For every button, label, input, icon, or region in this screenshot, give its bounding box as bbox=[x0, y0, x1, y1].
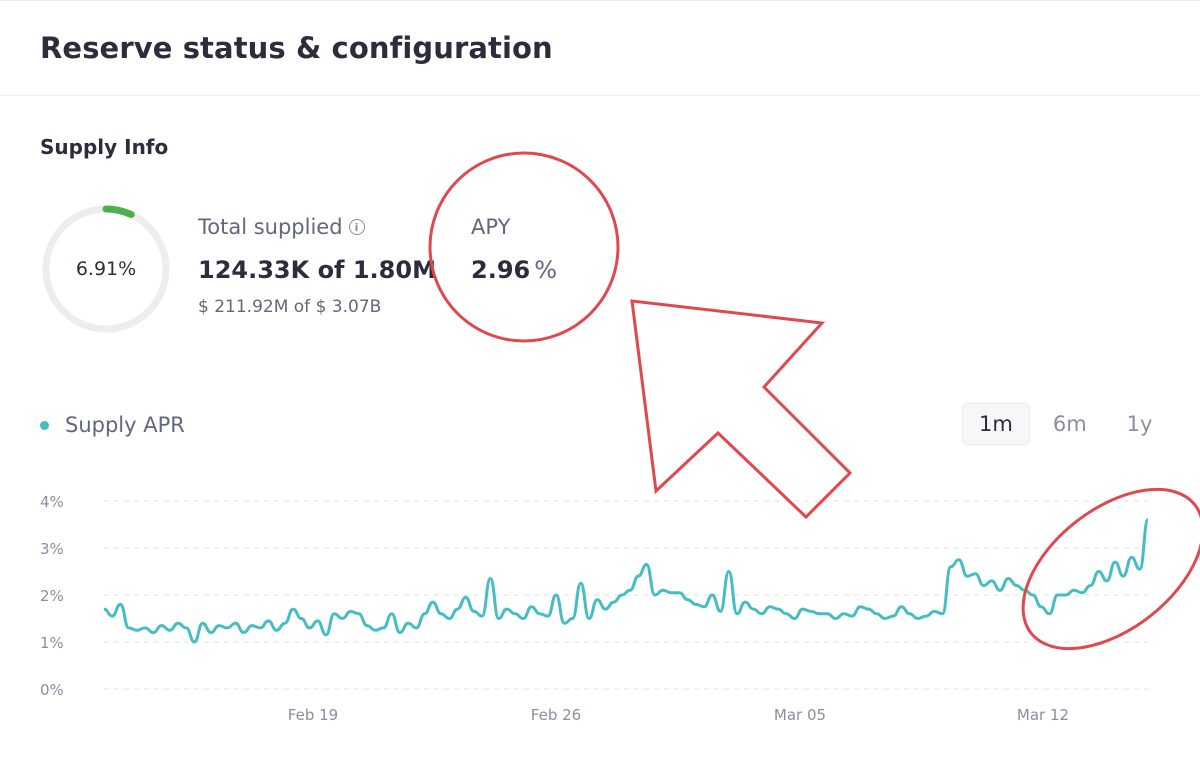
utilization-ring-fill bbox=[42, 205, 170, 333]
red-circle-annotation bbox=[428, 151, 620, 343]
info-icon[interactable]: i bbox=[348, 219, 365, 235]
legend-label: Supply APR bbox=[65, 413, 185, 437]
apy-value: 2.96 bbox=[471, 256, 531, 284]
x-tick-label: Mar 12 bbox=[1017, 706, 1069, 724]
supply-apr-series-line bbox=[103, 518, 1150, 644]
supply-info-title: Supply Info bbox=[40, 135, 169, 159]
page-title: Reserve status & configuration bbox=[40, 31, 553, 65]
chart-legend: Supply APR bbox=[40, 413, 185, 437]
utilization-percent: 6.91% bbox=[75, 258, 137, 280]
utilization-ring bbox=[42, 205, 170, 333]
range-toggle: 1m 6m 1y bbox=[962, 403, 1169, 445]
total-supplied-label: Total supplied i bbox=[198, 215, 365, 239]
x-tick-label: Feb 26 bbox=[531, 706, 581, 724]
total-supplied-usd: $ 211.92M of $ 3.07B bbox=[198, 297, 382, 317]
x-tick-label: Mar 05 bbox=[774, 706, 826, 724]
supply-apr-chart: 0% 1% 2% 3% 4% Feb 19 Feb 26 Mar 05 Mar 12 bbox=[40, 493, 1150, 724]
legend-dot bbox=[40, 420, 49, 430]
y-tick-label: 1% bbox=[40, 634, 64, 652]
range-1m-button[interactable]: 1m bbox=[962, 403, 1030, 445]
y-tick-label: 3% bbox=[40, 540, 64, 558]
y-tick-label: 0% bbox=[40, 681, 64, 699]
total-supplied-value: 124.33K of 1.80M bbox=[198, 256, 436, 284]
range-6m-button[interactable]: 6m bbox=[1052, 412, 1087, 436]
divider bbox=[0, 95, 1200, 96]
x-tick-label: Feb 19 bbox=[288, 706, 338, 724]
apy-value-row: 2.96% bbox=[471, 256, 557, 284]
y-tick-label: 2% bbox=[40, 587, 64, 605]
apy-label: APY bbox=[471, 215, 511, 239]
total-supplied-label-text: Total supplied bbox=[198, 215, 343, 239]
y-tick-label: 4% bbox=[40, 493, 64, 511]
range-1y-button[interactable]: 1y bbox=[1126, 412, 1153, 436]
apy-unit: % bbox=[534, 256, 558, 284]
